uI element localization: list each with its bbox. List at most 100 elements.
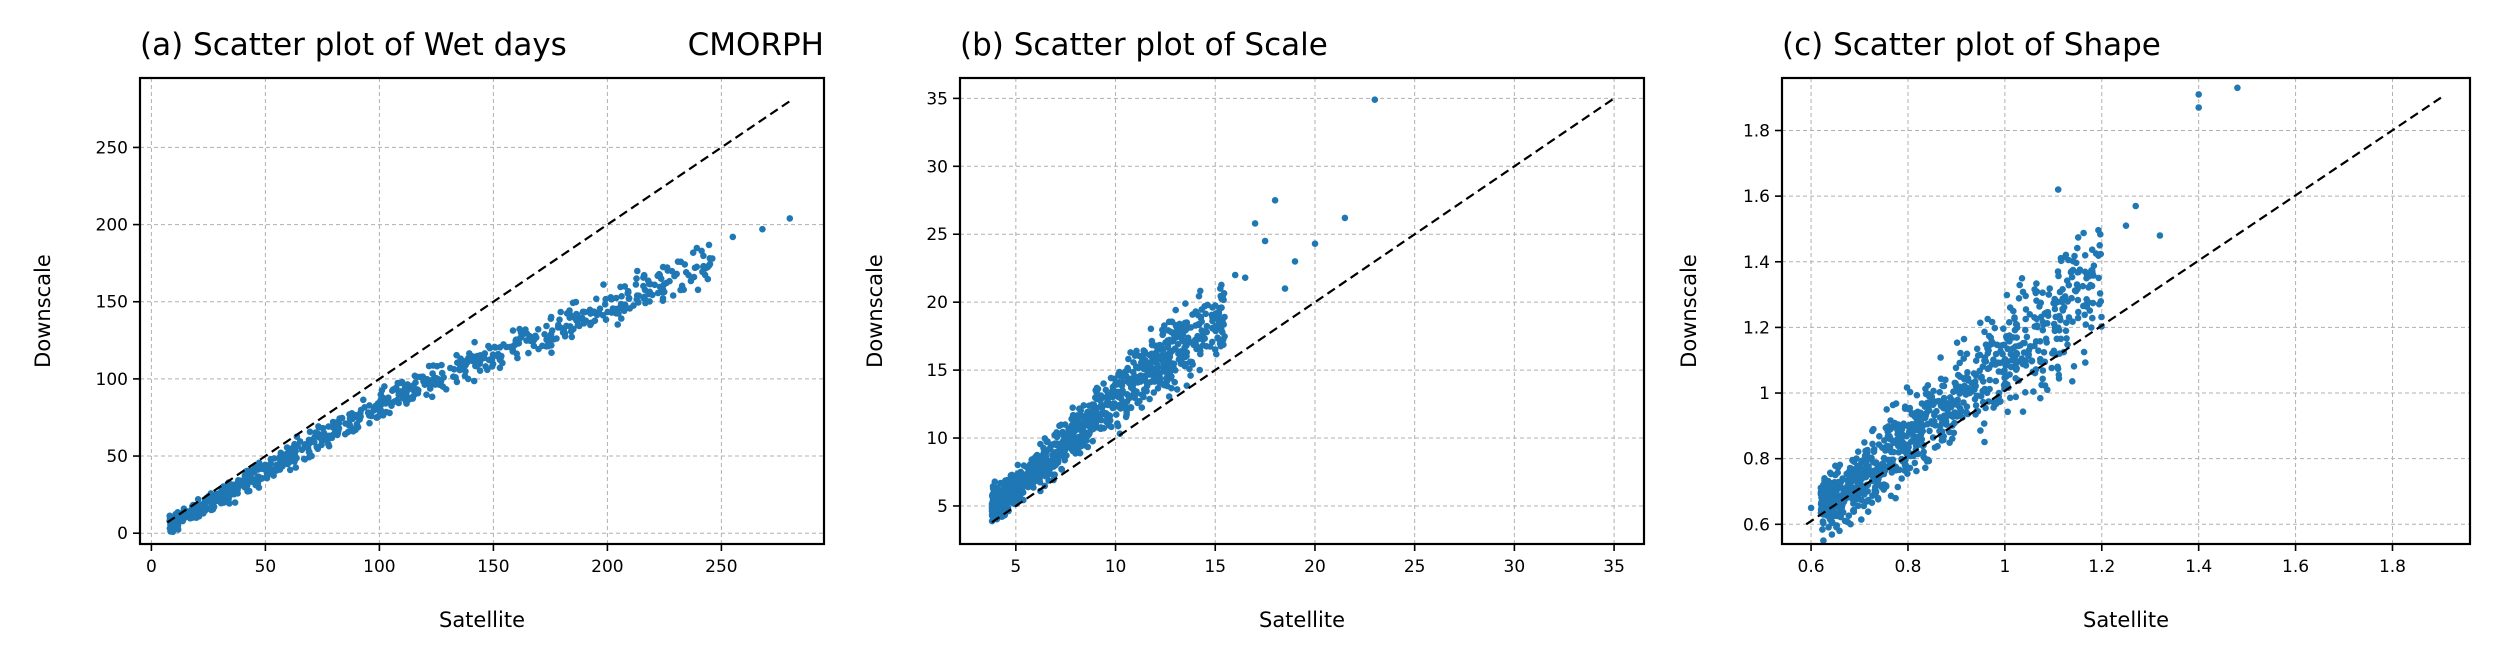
data-point	[488, 355, 495, 363]
data-point	[2022, 326, 2029, 334]
data-point	[1981, 357, 1988, 364]
data-point	[682, 269, 690, 276]
data-point	[1001, 491, 1008, 498]
data-point	[604, 308, 611, 316]
data-point	[1897, 441, 1905, 448]
data-point	[423, 391, 430, 399]
y-tick-label: 1.6	[1743, 187, 1770, 207]
data-point	[407, 394, 414, 402]
data-point	[2080, 229, 2087, 237]
data-point	[1823, 508, 1830, 515]
panel-title: (a) Scatter plot of Wet days	[140, 27, 567, 63]
data-point	[229, 481, 236, 489]
data-point	[305, 453, 313, 461]
data-point	[439, 383, 447, 390]
data-point	[1166, 353, 1174, 361]
data-point	[1181, 344, 1188, 352]
data-point	[595, 309, 602, 316]
data-point	[2033, 297, 2040, 305]
data-point	[1281, 285, 1289, 292]
data-point	[547, 313, 555, 321]
data-point	[2074, 296, 2082, 304]
x-tick-label: 50	[255, 557, 277, 577]
data-point	[453, 351, 460, 359]
data-point	[1842, 488, 1849, 495]
data-point	[473, 362, 481, 370]
data-point	[1201, 303, 1208, 310]
data-point	[342, 420, 349, 427]
data-point	[556, 316, 563, 324]
data-point	[270, 455, 278, 462]
data-point	[1169, 337, 1177, 344]
data-point	[452, 374, 459, 381]
data-point	[389, 387, 396, 395]
data-point	[1947, 399, 1954, 406]
data-point	[1890, 448, 1897, 456]
data-point	[691, 264, 699, 272]
data-point	[274, 465, 282, 473]
data-point	[281, 451, 289, 459]
data-point	[617, 300, 625, 308]
x-tick-label: 250	[705, 557, 737, 577]
data-point	[1097, 392, 1105, 399]
data-point	[2074, 234, 2082, 241]
data-point	[1936, 388, 1943, 396]
data-point	[2001, 374, 2008, 382]
data-point	[1159, 380, 1167, 388]
data-point	[2051, 300, 2059, 308]
data-point	[1119, 387, 1126, 395]
data-point	[1960, 335, 1968, 343]
data-point	[282, 457, 290, 464]
data-point	[2033, 280, 2040, 287]
data-point	[1164, 343, 1171, 351]
data-point	[1197, 347, 1204, 355]
data-point	[1097, 424, 1105, 431]
y-tick-label: 5	[937, 497, 948, 517]
data-point	[2051, 327, 2059, 335]
data-point	[1059, 431, 1066, 438]
x-axis-label: Satellite	[2083, 608, 2169, 632]
data-point	[326, 432, 333, 440]
data-point	[313, 443, 321, 451]
y-tick-label: 150	[96, 293, 128, 313]
data-point	[534, 326, 542, 333]
data-point	[401, 387, 408, 394]
data-point	[2082, 321, 2090, 328]
data-point	[2039, 367, 2047, 374]
data-point	[642, 297, 650, 305]
data-point	[1925, 457, 1933, 465]
data-point	[1861, 452, 1869, 460]
data-point	[2068, 273, 2076, 281]
data-point	[1146, 371, 1154, 378]
data-point	[1135, 364, 1142, 372]
data-point	[612, 294, 620, 302]
data-point	[2055, 272, 2062, 280]
data-point	[1206, 343, 1214, 350]
data-point	[246, 487, 253, 495]
data-point	[2000, 359, 2008, 367]
data-point	[1936, 422, 1944, 430]
data-point	[1113, 411, 1120, 418]
data-point	[1921, 414, 1929, 422]
data-point	[1102, 410, 1110, 417]
data-point	[1184, 335, 1192, 342]
data-point	[1986, 385, 1993, 393]
data-point	[635, 292, 643, 300]
panel-wet-days: (a) Scatter plot of Wet days 0 50 100 150 20…	[31, 27, 826, 632]
x-tick-label: 10	[1105, 557, 1127, 577]
data-point	[1826, 486, 1834, 494]
data-point	[1858, 465, 1866, 473]
data-point	[1138, 404, 1146, 411]
data-point	[1063, 452, 1070, 459]
data-point	[215, 494, 222, 501]
data-point	[1170, 364, 1177, 372]
data-point	[1907, 438, 1915, 446]
data-point	[365, 409, 372, 416]
data-point	[1819, 518, 1827, 525]
data-point	[234, 490, 241, 497]
data-point	[1220, 290, 1228, 297]
data-point	[1131, 352, 1139, 360]
data-point	[2006, 371, 2013, 378]
data-point	[511, 341, 519, 349]
data-point	[1138, 391, 1146, 399]
